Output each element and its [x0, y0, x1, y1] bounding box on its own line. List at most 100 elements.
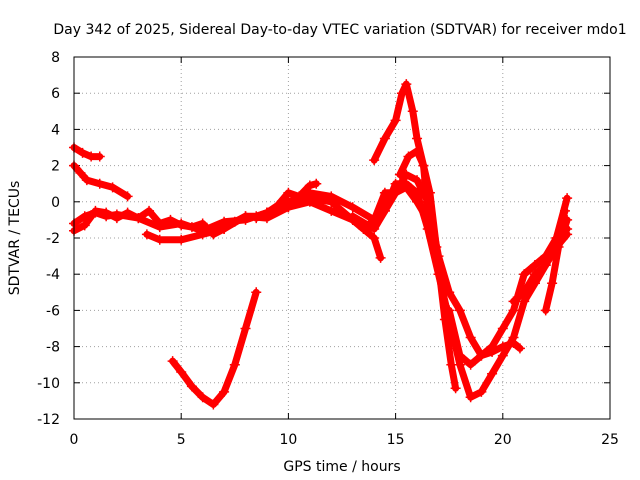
- data-point: [519, 269, 530, 280]
- data-point: [311, 178, 322, 189]
- data-point: [551, 233, 562, 243]
- data-point: [390, 115, 401, 126]
- data-point: [375, 252, 386, 263]
- data-point: [77, 147, 88, 158]
- x-tick-label: 0: [70, 432, 79, 448]
- data-point: [412, 175, 423, 186]
- data-point: [197, 392, 208, 403]
- data-point: [283, 196, 294, 207]
- data-point: [326, 191, 337, 202]
- data-point: [154, 234, 165, 245]
- y-axis-label: SDTVAR / TECUs: [7, 181, 23, 296]
- data-point: [240, 211, 251, 222]
- data-point: [197, 229, 208, 240]
- y-tick-label: 8: [51, 50, 60, 66]
- y-tick-label: 6: [51, 86, 60, 102]
- y-tick-label: 4: [51, 122, 60, 138]
- data-point: [454, 350, 465, 361]
- data-point: [133, 213, 144, 224]
- series-track-i: [394, 146, 461, 394]
- data-point: [369, 233, 380, 243]
- y-tick-label: -4: [46, 267, 60, 283]
- data-point: [508, 305, 519, 316]
- data-point: [107, 182, 118, 193]
- series-track-m: [167, 287, 262, 410]
- data-point: [94, 178, 105, 189]
- series-line: [169, 288, 260, 408]
- series-track-n: [508, 205, 570, 307]
- x-tick-label: 25: [601, 432, 619, 448]
- data-point: [144, 205, 155, 216]
- data-point: [540, 260, 551, 271]
- y-tick-label: -12: [37, 412, 60, 428]
- data-point: [559, 205, 570, 216]
- data-series: [69, 79, 573, 410]
- data-point: [347, 202, 358, 213]
- data-point: [101, 211, 112, 222]
- series-track-b: [69, 160, 133, 202]
- series-track-g: [347, 178, 573, 403]
- data-point: [412, 187, 423, 198]
- data-point: [304, 196, 315, 207]
- data-point: [403, 151, 414, 162]
- data-point: [519, 296, 530, 307]
- data-point: [251, 287, 262, 298]
- data-point: [75, 167, 86, 178]
- data-point: [540, 305, 551, 316]
- data-point: [154, 222, 165, 233]
- data-point: [81, 175, 92, 186]
- data-point: [465, 359, 476, 370]
- data-point: [379, 187, 390, 198]
- data-point: [90, 207, 101, 218]
- data-point: [369, 155, 380, 166]
- y-tick-label: -8: [46, 340, 60, 356]
- data-point: [326, 205, 337, 216]
- data-point: [167, 356, 178, 367]
- series-track-j: [444, 305, 525, 370]
- data-point: [261, 207, 272, 218]
- data-point: [283, 187, 294, 198]
- data-point: [508, 296, 519, 307]
- y-tick-label: 2: [51, 159, 60, 175]
- chart-title: Day 342 of 2025, Sidereal Day-to-day VTE…: [53, 22, 626, 38]
- data-point: [424, 187, 435, 198]
- data-point: [186, 381, 197, 392]
- data-point: [208, 399, 219, 410]
- data-point: [529, 260, 540, 271]
- series-line: [70, 162, 132, 200]
- data-point: [397, 88, 408, 99]
- series-line: [542, 216, 571, 314]
- data-point: [141, 229, 152, 240]
- data-point: [347, 211, 358, 222]
- y-tick-label: -10: [37, 376, 60, 392]
- data-point: [412, 133, 423, 144]
- data-point: [476, 350, 487, 361]
- x-tick-label: 15: [387, 432, 405, 448]
- data-point: [122, 191, 133, 202]
- data-point: [379, 205, 390, 216]
- data-point: [369, 223, 380, 234]
- data-point: [519, 287, 530, 298]
- data-point: [79, 211, 90, 222]
- x-axis-label: GPS time / hours: [283, 459, 400, 475]
- data-point: [407, 106, 418, 117]
- data-point: [176, 218, 187, 229]
- data-point: [401, 178, 412, 189]
- data-point: [176, 366, 187, 377]
- data-point: [176, 234, 187, 245]
- data-point: [240, 323, 251, 334]
- data-point: [219, 386, 230, 397]
- series-line: [510, 207, 569, 305]
- x-tick-label: 20: [494, 432, 512, 448]
- data-point: [487, 347, 498, 358]
- x-tick-label: 5: [177, 432, 186, 448]
- data-point: [433, 260, 444, 271]
- y-tick-label: -2: [46, 231, 60, 247]
- data-point: [562, 193, 573, 204]
- data-point: [401, 79, 412, 90]
- series-line: [70, 144, 104, 161]
- data-point: [529, 269, 540, 280]
- data-point: [79, 220, 90, 231]
